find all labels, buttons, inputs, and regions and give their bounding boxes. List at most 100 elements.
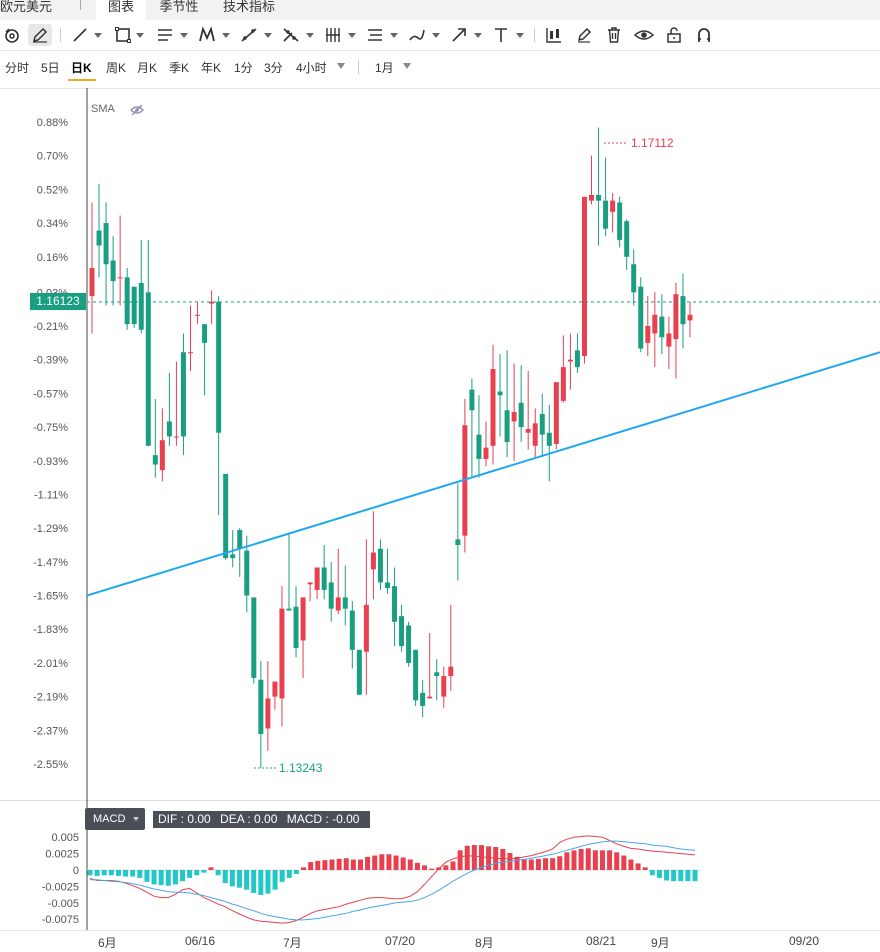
magnet-cycle-icon[interactable] xyxy=(2,24,22,46)
period-weekly[interactable]: 周K xyxy=(106,61,127,75)
candle-body xyxy=(490,369,496,446)
candle-body xyxy=(138,282,144,330)
macd-histogram-bar xyxy=(656,870,662,878)
macd-histogram-bar xyxy=(685,870,691,882)
macd-histogram-bar xyxy=(578,849,584,870)
gann-icon[interactable] xyxy=(280,24,302,46)
y-tick-label: -2.37% xyxy=(33,725,68,737)
y-tick-label: -1.47% xyxy=(33,557,68,569)
parallel-lines-icon[interactable] xyxy=(154,24,176,46)
chevron-down-icon[interactable] xyxy=(306,33,314,38)
y-tick-label: -0.75% xyxy=(33,422,68,434)
macd-histogram-bar xyxy=(236,870,242,888)
macd-y-tick-label: -0.0025 xyxy=(42,881,79,893)
period-monthly[interactable]: 月K xyxy=(137,61,158,75)
chevron-down-icon[interactable] xyxy=(264,33,272,38)
chevron-down-icon[interactable] xyxy=(432,33,440,38)
candle-body xyxy=(237,530,243,549)
macd-macd-value: MACD : -0.00 xyxy=(286,812,360,826)
period-daily[interactable]: 日K xyxy=(71,61,92,75)
macd-histogram-bar xyxy=(500,849,506,870)
tab-seasonality[interactable]: 季节性 xyxy=(159,0,199,14)
candle-body xyxy=(335,597,341,611)
chevron-down-icon[interactable] xyxy=(390,33,398,38)
magnet-icon[interactable] xyxy=(693,24,715,46)
candle-body xyxy=(307,582,313,585)
range-chevron-down-icon[interactable] xyxy=(403,63,411,69)
chevron-down-icon[interactable] xyxy=(348,33,356,38)
unlock-icon[interactable] xyxy=(663,24,685,46)
macd-histogram-bar xyxy=(194,870,200,876)
period-5day[interactable]: 5日 xyxy=(41,61,60,75)
trend-line xyxy=(86,351,880,597)
macd-histogram-bar xyxy=(94,870,100,876)
candle-body xyxy=(687,314,693,321)
candle-body xyxy=(645,326,651,343)
line-icon[interactable] xyxy=(70,24,90,46)
macd-histogram-bar xyxy=(187,870,193,878)
channel-icon[interactable] xyxy=(364,24,386,46)
macd-indicator-button[interactable]: MACD xyxy=(85,808,145,830)
tab-technical-indicators[interactable]: 技术指标 xyxy=(222,0,275,14)
eye-icon[interactable] xyxy=(633,24,655,46)
pencil-edit-icon[interactable] xyxy=(28,24,52,46)
low-price-label: 1.13243 xyxy=(279,761,323,775)
macd-histogram-bar xyxy=(671,870,677,882)
arrow-icon[interactable] xyxy=(448,24,470,46)
eye-off-icon[interactable] xyxy=(130,104,144,116)
period-quarterly[interactable]: 季K xyxy=(169,61,190,75)
chevron-down-icon[interactable] xyxy=(94,33,102,38)
macd-histogram-bar xyxy=(450,861,456,870)
macd-histogram-bar xyxy=(422,865,428,870)
macd-histogram-bar xyxy=(414,862,420,870)
tab-chart[interactable]: 图表 xyxy=(96,0,146,20)
macd-histogram-bar xyxy=(564,852,570,870)
candle-body xyxy=(567,359,573,362)
draw-pen-icon[interactable] xyxy=(573,24,595,46)
period-3min[interactable]: 3分 xyxy=(264,61,283,75)
period-1min[interactable]: 1分 xyxy=(234,61,253,75)
candlestick-chart[interactable]: 0.88%0.70%0.52%0.34%0.16%-0.03%-0.21%-0.… xyxy=(0,88,880,800)
period-more-chevron-icon[interactable] xyxy=(337,63,345,69)
macd-histogram-bar xyxy=(144,870,150,882)
chevron-down-icon[interactable] xyxy=(222,33,230,38)
candle-settings-icon[interactable] xyxy=(543,24,565,46)
macd-histogram-bar xyxy=(172,870,178,885)
x-tick-label: 6月 xyxy=(98,936,117,950)
chevron-down-icon[interactable] xyxy=(474,33,482,38)
macd-histogram-bar xyxy=(180,870,186,882)
brush-icon[interactable] xyxy=(406,24,428,46)
candle-body xyxy=(173,436,179,438)
period-4hour[interactable]: 4小时 xyxy=(296,61,327,75)
chevron-down-icon[interactable] xyxy=(180,33,188,38)
chevron-down-icon[interactable] xyxy=(516,33,524,38)
period-timeshare[interactable]: 分时 xyxy=(5,61,30,75)
macd-histogram-bar xyxy=(429,868,435,870)
fib-icon[interactable] xyxy=(238,24,260,46)
macd-dif-line xyxy=(89,835,696,924)
candle-body xyxy=(209,301,215,304)
macd-dea-value: DEA : 0.00 xyxy=(220,812,278,826)
candle-body xyxy=(342,597,348,609)
text-icon[interactable] xyxy=(490,24,512,46)
chevron-down-icon[interactable] xyxy=(136,33,144,38)
candle-body xyxy=(476,434,482,459)
trash-icon[interactable] xyxy=(603,24,625,46)
pattern-icon[interactable] xyxy=(196,24,218,46)
macd-histogram-bar xyxy=(478,845,484,870)
candle-body xyxy=(96,230,102,246)
candle-body xyxy=(652,314,658,334)
y-tick-label: 0.88% xyxy=(37,117,68,129)
macd-histogram-bar xyxy=(486,846,492,870)
macd-y-tick-label: 0.005 xyxy=(51,832,79,844)
macd-histogram-bar xyxy=(635,863,641,870)
candle-body xyxy=(574,350,580,368)
range-selector[interactable]: 1月 xyxy=(375,61,394,75)
period-yearly[interactable]: 年K xyxy=(201,61,222,75)
rectangle-icon[interactable] xyxy=(112,24,134,46)
candle-body xyxy=(518,402,524,428)
vertical-lines-icon[interactable] xyxy=(322,24,344,46)
candle-body xyxy=(328,582,334,609)
candle-body xyxy=(223,473,229,559)
sma-indicator-label[interactable]: SMA xyxy=(91,103,115,115)
